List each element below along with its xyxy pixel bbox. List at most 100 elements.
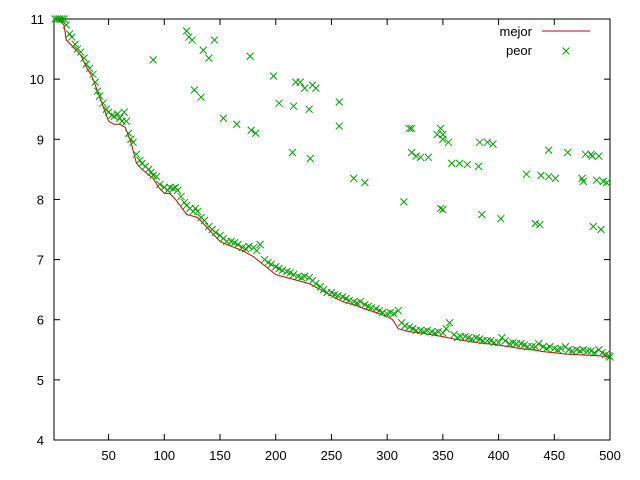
data-point xyxy=(67,33,76,41)
data-point xyxy=(583,347,592,355)
data-point xyxy=(233,240,242,249)
data-point xyxy=(378,308,387,317)
data-point xyxy=(522,170,531,179)
x-tick-label: 50 xyxy=(101,448,115,463)
legend-label-peor: peor xyxy=(506,43,533,58)
x-tick-label: 350 xyxy=(432,448,454,463)
data-point xyxy=(311,84,320,93)
data-point xyxy=(592,176,601,185)
data-point xyxy=(537,171,545,180)
data-point xyxy=(99,99,107,108)
data-point xyxy=(597,225,605,234)
legend: mejor peor xyxy=(499,24,590,58)
legend-label-mejor: mejor xyxy=(499,24,532,39)
data-point xyxy=(367,303,376,312)
data-point xyxy=(602,178,611,187)
data-point xyxy=(188,36,197,44)
y-tick-label: 10 xyxy=(30,72,44,87)
y-tick-label: 11 xyxy=(31,12,45,27)
data-point xyxy=(219,114,228,123)
data-point xyxy=(124,129,133,138)
data-point xyxy=(62,21,71,29)
data-point xyxy=(149,56,158,64)
data-point xyxy=(436,124,445,133)
data-point xyxy=(433,130,442,139)
data-point xyxy=(401,321,409,330)
data-point xyxy=(210,36,219,44)
data-point xyxy=(246,52,254,61)
data-point xyxy=(568,347,576,355)
x-tick-label: 400 xyxy=(488,448,510,463)
data-point xyxy=(447,159,456,168)
data-point xyxy=(551,174,560,183)
data-point xyxy=(306,154,315,163)
data-point xyxy=(211,228,220,237)
data-point xyxy=(544,172,553,181)
data-point xyxy=(289,102,298,111)
data-point xyxy=(434,327,443,336)
data-point xyxy=(439,205,447,214)
data-point xyxy=(197,93,205,102)
data-point xyxy=(89,70,97,79)
data-point xyxy=(589,222,598,231)
data-point xyxy=(579,177,588,186)
data-point xyxy=(256,240,264,249)
data-point xyxy=(82,60,91,68)
data-point xyxy=(475,138,484,147)
data-point xyxy=(113,110,122,118)
data-point xyxy=(455,159,464,168)
data-point xyxy=(544,146,553,154)
data-point xyxy=(442,324,451,333)
data-point xyxy=(232,120,241,129)
data-point xyxy=(423,326,432,335)
data-point xyxy=(588,152,597,160)
data-point xyxy=(334,291,342,300)
data-point xyxy=(531,219,540,228)
data-point xyxy=(489,140,497,148)
data-point xyxy=(405,124,414,133)
data-point xyxy=(252,246,261,255)
data-point xyxy=(311,279,320,288)
data-point xyxy=(394,306,403,315)
data-point xyxy=(501,336,510,345)
data-point xyxy=(251,129,260,138)
data-point xyxy=(120,108,129,117)
data-point xyxy=(288,148,297,157)
data-point xyxy=(606,353,614,361)
data-point xyxy=(345,296,354,305)
data-point xyxy=(439,329,447,337)
data-point xyxy=(349,174,358,183)
data-point xyxy=(483,138,492,147)
x-tick-label: 450 xyxy=(543,448,565,463)
data-point xyxy=(534,339,543,348)
data-point xyxy=(595,152,603,160)
x-tick-label: 150 xyxy=(209,448,231,463)
legend-swatch-peor xyxy=(562,47,570,55)
plot-frame xyxy=(53,18,611,441)
data-point xyxy=(95,92,104,100)
data-point xyxy=(579,345,588,354)
data-point xyxy=(356,297,365,306)
data-point xyxy=(474,162,483,171)
data-point xyxy=(407,148,416,157)
data-point xyxy=(444,138,453,147)
data-point xyxy=(190,86,199,94)
data-point xyxy=(122,117,131,126)
series-peor xyxy=(51,15,614,361)
data-point xyxy=(478,210,486,219)
data-point xyxy=(129,138,137,147)
data-point xyxy=(76,48,85,56)
data-point xyxy=(269,72,278,80)
x-tick-label: 250 xyxy=(321,448,343,463)
data-point xyxy=(416,153,425,162)
data-point xyxy=(275,99,283,108)
axis-ticks: 50 100 150 200 250 300 350 400 450 500 4 5 6 7 8 9 10 11 xyxy=(30,12,621,463)
data-point xyxy=(400,197,408,206)
data-point xyxy=(590,348,599,357)
data-point xyxy=(200,216,209,225)
data-point xyxy=(300,84,309,93)
y-tick-label: 4 xyxy=(37,433,44,448)
data-point xyxy=(152,172,161,181)
data-point xyxy=(445,318,454,327)
